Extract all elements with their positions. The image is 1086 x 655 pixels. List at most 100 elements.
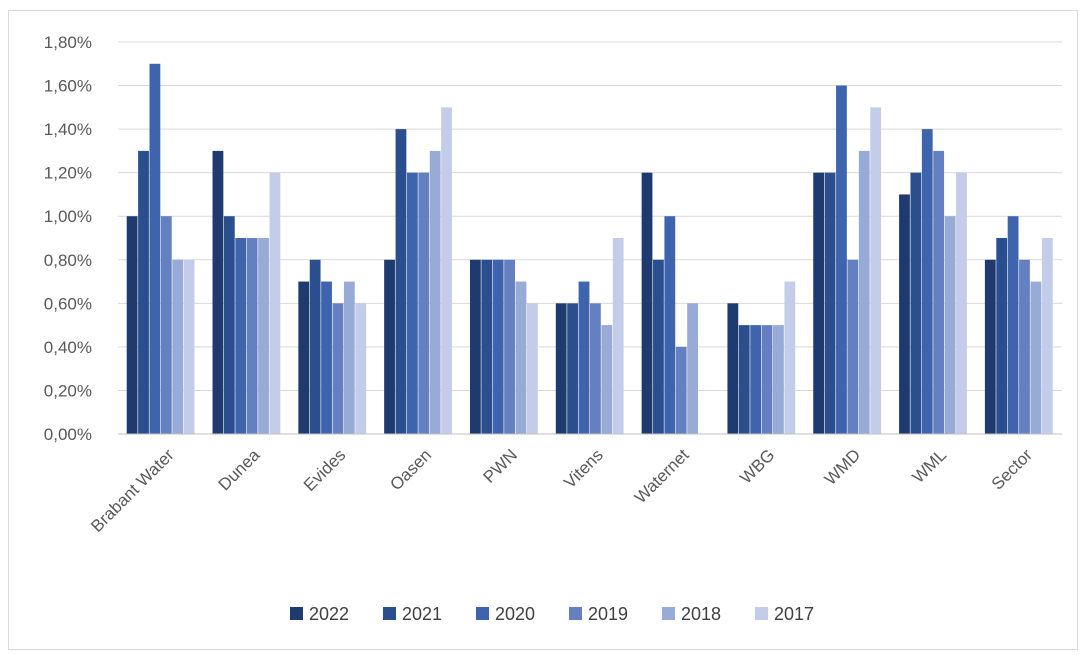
bar — [824, 172, 836, 435]
bar — [933, 150, 945, 434]
bar — [235, 238, 247, 434]
bar — [515, 281, 527, 434]
bar — [555, 303, 567, 434]
legend-label: 2020 — [495, 604, 535, 624]
legend-label: 2018 — [681, 604, 721, 624]
bar — [612, 238, 624, 434]
y-tick-label: 1,20% — [44, 164, 92, 183]
bar — [258, 238, 269, 434]
bar — [847, 259, 859, 434]
category-label: Evides — [300, 445, 350, 495]
category-label: Brabant Water — [87, 445, 178, 536]
legend-label: 2021 — [402, 604, 442, 624]
y-tick-label: 1,40% — [44, 120, 92, 139]
bar — [956, 172, 967, 435]
y-tick-label: 0,20% — [44, 381, 92, 400]
bar — [858, 150, 870, 434]
bar — [406, 172, 418, 435]
category-label: WBG — [736, 445, 778, 487]
bar — [567, 303, 578, 434]
bar — [418, 172, 430, 435]
bar — [172, 259, 184, 434]
category-label: Sector — [988, 445, 1036, 493]
bar — [750, 325, 762, 434]
legend-swatch — [662, 607, 675, 620]
bar — [921, 129, 933, 435]
y-tick-label: 0,60% — [44, 294, 92, 313]
bar — [664, 216, 676, 434]
bar — [1007, 216, 1019, 434]
category-label: Oasen — [386, 445, 435, 494]
bar — [246, 238, 258, 434]
legend-swatch — [755, 607, 768, 620]
legend-label: 2019 — [588, 604, 628, 624]
bar — [641, 172, 653, 435]
bar — [183, 259, 195, 434]
bar — [727, 303, 739, 434]
category-labels: Brabant Water Dunea Evides Oasen PWN Vitens Wa… — [87, 445, 1036, 536]
bar — [813, 172, 825, 435]
bar — [899, 194, 910, 434]
category-label: Vitens — [560, 445, 607, 492]
y-tick-label: 0,40% — [44, 338, 92, 357]
bar — [321, 281, 332, 434]
y-tick-label: 1,60% — [44, 77, 92, 96]
bar — [1041, 238, 1053, 434]
bar — [996, 238, 1008, 434]
legend-swatch — [569, 607, 582, 620]
bar — [212, 150, 224, 434]
bar — [836, 85, 847, 434]
bar — [870, 107, 882, 434]
bar — [395, 129, 407, 435]
y-tick-label: 1,00% — [44, 207, 92, 226]
bar — [492, 259, 504, 434]
y-tick-label: 0,80% — [44, 251, 92, 270]
bar — [469, 259, 481, 434]
bar — [653, 259, 664, 434]
bar — [984, 259, 996, 434]
bar — [343, 281, 355, 434]
bar — [687, 303, 699, 434]
legend: 2022 2021 2020 2019 2018 2017 — [290, 604, 814, 624]
bar — [126, 216, 138, 434]
bar — [160, 216, 172, 434]
legend-label: 2017 — [774, 604, 814, 624]
bar — [429, 150, 441, 434]
bar — [332, 303, 344, 434]
bar — [773, 325, 784, 434]
bar — [675, 346, 687, 434]
bar — [526, 303, 538, 434]
bar — [504, 259, 515, 434]
bar — [590, 303, 601, 434]
bar — [384, 259, 395, 434]
bar — [1019, 259, 1030, 434]
bar — [944, 216, 956, 434]
legend-swatch — [383, 607, 396, 620]
bar — [910, 172, 922, 435]
legend-label: 2022 — [309, 604, 349, 624]
y-tick-label: 1,80% — [44, 33, 92, 52]
bar — [761, 325, 773, 434]
bar — [223, 216, 235, 434]
bar — [481, 259, 493, 434]
bar — [149, 63, 161, 434]
bar — [138, 150, 149, 434]
legend-swatch — [476, 607, 489, 620]
bar — [784, 281, 796, 434]
legend-swatch — [290, 607, 303, 620]
bar — [355, 303, 367, 434]
y-axis-tick-labels: 0,00% 0,20% 0,40% 0,60% 0,80% 1,00% 1,20% 1,40%… — [44, 33, 92, 444]
bars — [126, 63, 1053, 435]
bar — [601, 325, 613, 434]
bar — [298, 281, 310, 434]
category-label: Waternet — [631, 445, 693, 507]
bar — [441, 107, 452, 434]
y-tick-label: 0,00% — [44, 425, 92, 444]
category-label: PWN — [480, 445, 521, 486]
category-label: Dunea — [215, 445, 264, 494]
bar — [738, 325, 750, 434]
bar — [578, 281, 590, 434]
bar — [269, 172, 281, 435]
category-label: WMD — [821, 445, 864, 488]
